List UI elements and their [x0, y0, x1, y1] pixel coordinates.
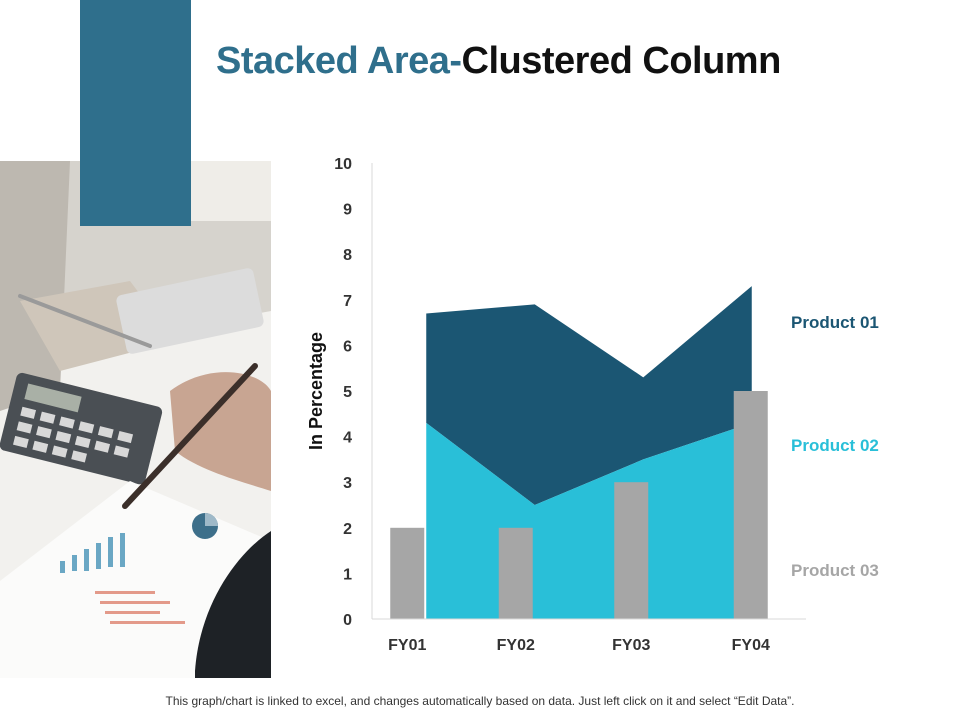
- y-axis-label: In Percentage: [306, 332, 326, 450]
- x-tick-label-fy03: FY03: [612, 637, 650, 654]
- legend-product-03: Product 03: [791, 561, 879, 580]
- footer-note: This graph/chart is linked to excel, and…: [165, 694, 795, 708]
- y-tick-label: 1: [343, 566, 352, 583]
- y-tick-label: 8: [343, 247, 352, 264]
- y-tick-label: 0: [343, 612, 352, 629]
- bar-fy02: [498, 527, 533, 619]
- x-tick-label-fy02: FY02: [497, 637, 535, 654]
- bar-fy04: [733, 391, 768, 619]
- y-tick-label: 9: [343, 202, 352, 219]
- x-tick-label-fy04: FY04: [732, 637, 770, 654]
- legend-product-02: Product 02: [791, 436, 879, 455]
- bar-fy01: [390, 527, 425, 619]
- title-part-1: Stacked Area-: [216, 40, 462, 82]
- chart: 0 1 2 3 4 5 6 7 8 9 10 FY01 FY02 FY03 FY04 In Percentag…: [306, 156, 879, 654]
- y-tick-label: 2: [343, 521, 352, 538]
- legend-product-01: Product 01: [791, 313, 879, 332]
- page-title: Stacked Area-Clustered Column: [216, 40, 781, 83]
- accent-bar: [80, 0, 191, 226]
- y-tick-label: 4: [343, 430, 352, 447]
- bar-fy03: [614, 482, 649, 619]
- title-part-2: Clustered Column: [461, 40, 782, 82]
- y-tick-label: 6: [343, 338, 352, 355]
- y-tick-label: 10: [334, 156, 352, 173]
- x-tick-label-fy01: FY01: [388, 637, 426, 654]
- y-tick-label: 5: [343, 384, 352, 401]
- y-tick-label: 7: [343, 293, 352, 310]
- y-tick-label: 3: [343, 475, 352, 492]
- office-photo: [0, 161, 271, 678]
